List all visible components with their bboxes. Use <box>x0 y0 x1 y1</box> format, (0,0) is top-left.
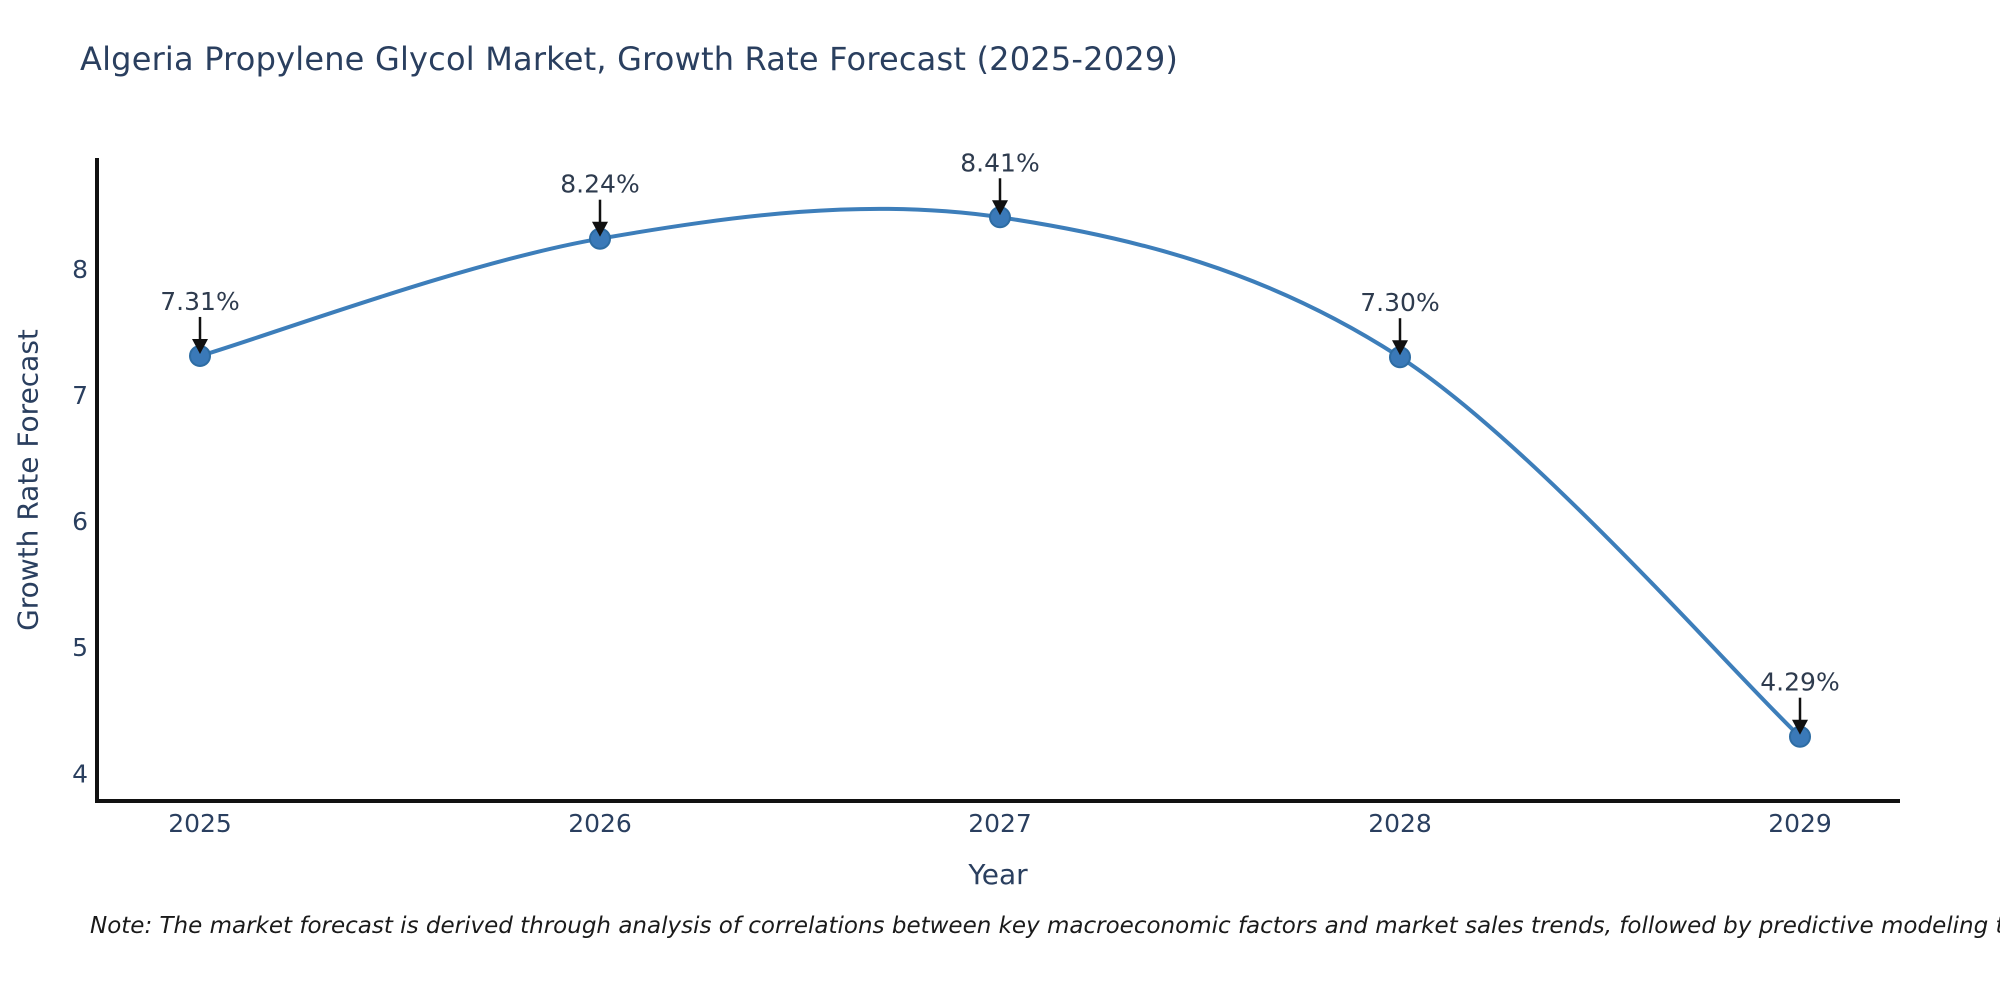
y-tick-label: 5 <box>72 633 88 662</box>
x-tick-label: 2025 <box>168 809 232 838</box>
y-tick-label: 7 <box>72 381 88 410</box>
annotation-arrowhead <box>592 221 608 237</box>
data-label: 7.31% <box>160 287 239 316</box>
annotation-arrowhead <box>1392 340 1408 356</box>
x-axis-title: Year <box>968 858 1028 891</box>
chart-title: Algeria Propylene Glycol Market, Growth … <box>80 40 1179 78</box>
footnote: Note: The market forecast is derived thr… <box>90 913 2000 939</box>
data-label: 8.24% <box>560 170 639 199</box>
data-label: 7.30% <box>1360 288 1439 317</box>
y-tick-label: 6 <box>72 507 88 536</box>
forecast-line <box>198 206 1802 739</box>
x-tick-label: 2028 <box>1368 809 1432 838</box>
x-tick-label: 2029 <box>1768 809 1832 838</box>
x-tick-label: 2027 <box>968 809 1032 838</box>
y-tick-label: 8 <box>72 255 88 284</box>
data-label: 4.29% <box>1760 668 1839 697</box>
annotation-arrowhead <box>992 200 1008 216</box>
x-tick-label: 2026 <box>568 809 632 838</box>
data-label: 8.41% <box>960 148 1039 177</box>
y-tick-label: 4 <box>72 759 88 788</box>
annotation-arrowhead <box>192 338 208 354</box>
annotation-arrowhead <box>1792 719 1808 735</box>
